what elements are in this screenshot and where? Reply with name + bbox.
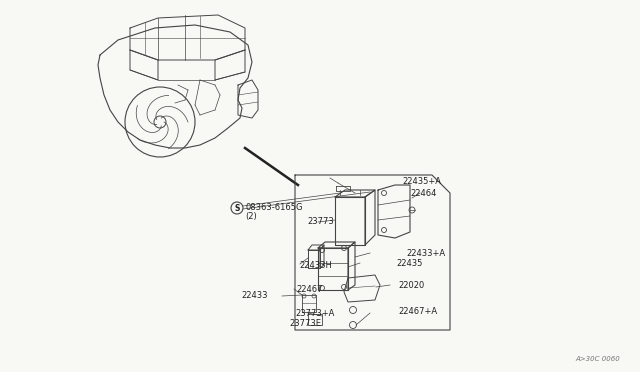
Text: 22433+A: 22433+A [406, 248, 445, 257]
Text: 23773+A: 23773+A [295, 308, 334, 317]
Text: 22020: 22020 [398, 282, 424, 291]
Text: 22464: 22464 [410, 189, 436, 199]
Text: 22467: 22467 [296, 285, 323, 294]
Text: 22435+A: 22435+A [402, 177, 441, 186]
Text: 22467+A: 22467+A [398, 307, 437, 315]
Text: (2): (2) [245, 212, 257, 221]
Text: 22433H: 22433H [299, 260, 332, 269]
Text: S: S [234, 204, 240, 213]
Text: 23773: 23773 [307, 218, 333, 227]
Text: A>30C 0060: A>30C 0060 [575, 356, 620, 362]
Text: 22435: 22435 [396, 259, 422, 267]
Text: 08363-6165G: 08363-6165G [245, 203, 303, 212]
Text: 22433: 22433 [241, 291, 268, 299]
Text: 23773E: 23773E [289, 318, 321, 327]
